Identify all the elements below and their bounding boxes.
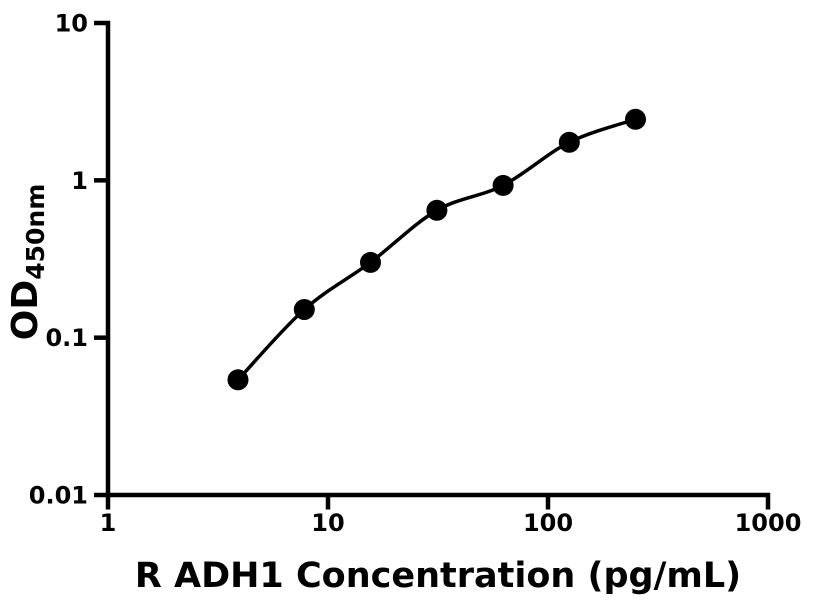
x-tick-label: 10 [311,509,344,537]
x-axis-title: R ADH1 Concentration (pg/mL) [134,556,742,596]
data-point [360,251,381,273]
x-tick-label: 1 [100,509,117,537]
data-point [293,299,315,320]
data-point [625,108,646,130]
x-tick-label: 1000 [735,509,802,537]
standard-curve-line [236,117,637,382]
data-point [227,369,249,391]
y-tick-label: 10 [55,10,88,38]
y-axis-title: OD450nm [5,184,50,341]
data-point [558,131,580,153]
y-axis-title-main: OD [5,279,46,341]
y-tick-label: 1 [71,167,88,195]
x-tick-label: 100 [523,509,573,537]
y-tick-label: 0.1 [45,324,88,352]
data-point [492,174,514,196]
y-axis-title-subscript: 450nm [21,183,50,280]
y-tick-label: 0.01 [29,482,88,510]
data-point [426,199,448,221]
